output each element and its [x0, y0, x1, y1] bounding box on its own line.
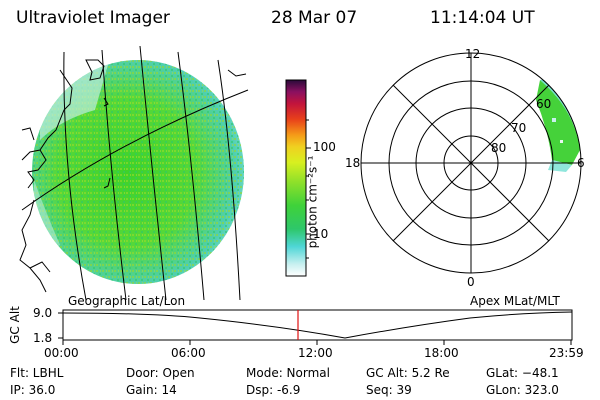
coastline-overlay — [19, 59, 247, 293]
info-glat: GLat: −48.1 — [486, 366, 559, 380]
info-gc-alt: GC Alt: 5.2 Re — [366, 366, 450, 380]
polar-mlt-6: 6 — [577, 156, 585, 170]
polar-mlt-0: 0 — [467, 275, 475, 289]
info-ip: IP: 36.0 — [10, 383, 56, 397]
geographic-grid — [21, 45, 249, 301]
polar-lat-60: 60 — [536, 97, 552, 111]
timeline-xtick-1200: 12:00 — [298, 346, 333, 360]
info-glon: GLon: 323.0 — [486, 383, 559, 397]
colorbar-unit-label: photon cm⁻²s⁻¹ — [305, 155, 320, 249]
altitude-timeline — [58, 309, 573, 345]
info-seq: Seq: 39 — [366, 383, 412, 397]
timeline-ylabel: GC Alt — [7, 306, 22, 344]
colorbar — [285, 79, 311, 277]
date-label: 28 Mar 07 — [271, 8, 358, 28]
colorbar-tick-100: 100 — [313, 140, 336, 154]
apex-label: Apex MLat/MLT — [470, 294, 560, 308]
info-dsp: Dsp: -6.9 — [246, 383, 301, 397]
timeline-ytick-bottom: 1.8 — [33, 331, 53, 345]
timeline-xtick-0000: 00:00 — [44, 346, 79, 360]
timeline-ytick-top: 9.0 — [33, 306, 53, 320]
polar-mlt-18: 18 — [345, 156, 361, 170]
timeline-xtick-0600: 06:00 — [171, 346, 206, 360]
info-mode: Mode: Normal — [246, 366, 330, 380]
polar-mlt-12: 12 — [465, 47, 481, 61]
instrument-title: Ultraviolet Imager — [16, 8, 170, 28]
geographic-label: Geographic Lat/Lon — [68, 294, 186, 308]
polar-plot — [360, 52, 582, 274]
earth-disk-image — [32, 60, 244, 284]
info-gain: Gain: 14 — [126, 383, 177, 397]
info-flt: Flt: LBHL — [10, 366, 64, 380]
info-door: Door: Open — [126, 366, 195, 380]
polar-lat-70: 70 — [511, 121, 527, 135]
colorbar-tick-10: 10 — [313, 227, 329, 241]
polar-lat-80: 80 — [491, 141, 507, 155]
timeline-xtick-1800: 18:00 — [424, 346, 459, 360]
time-label: 11:14:04 UT — [430, 8, 535, 28]
timeline-xtick-2359: 23:59 — [549, 346, 584, 360]
